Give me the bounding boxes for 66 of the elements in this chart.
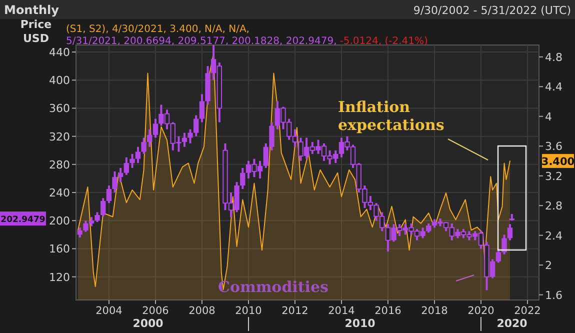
candlestick xyxy=(502,234,507,256)
x-tick-label: 2014 xyxy=(328,305,356,317)
candlestick xyxy=(118,166,124,183)
candlestick xyxy=(77,226,82,238)
y2-tick-label: 4 xyxy=(545,110,552,124)
candlestick xyxy=(426,222,432,234)
candlestick xyxy=(496,248,501,264)
y2-tick-label: 4.8 xyxy=(545,50,562,64)
x-tick-label: 2008 xyxy=(188,305,216,317)
y-axis-title: Price USD xyxy=(20,18,52,45)
y-tick-label: 320 xyxy=(49,130,70,144)
candlestick xyxy=(263,142,268,169)
x-tick-label: 2012 xyxy=(282,305,308,317)
annotation: Commodities xyxy=(218,278,328,296)
y2-tick-label: 2 xyxy=(545,259,552,272)
x-tick-label: 2018 xyxy=(421,305,448,317)
y2-tick-label: 4.4 xyxy=(545,80,562,94)
chart-title: Monthly xyxy=(4,3,60,17)
text: 2010 xyxy=(344,317,376,330)
annotation: -5.0124, (-2.41%) xyxy=(340,36,428,47)
candlestick xyxy=(147,128,152,148)
x-tick-label: 2006 xyxy=(142,305,170,317)
annotation: 5/31/2021, 200.6694, 209.5177, 200.1828, 202.9479, xyxy=(66,36,337,47)
text: 202.9479 xyxy=(0,215,46,226)
candlestick xyxy=(182,132,188,148)
candlestick xyxy=(88,216,94,228)
candlestick xyxy=(112,170,118,194)
x-tick-label: 2022 xyxy=(514,305,541,317)
y2-tick-label: 1.6 xyxy=(545,288,562,302)
candlestick xyxy=(194,114,199,138)
y-tick-label: 120 xyxy=(49,270,70,284)
y2-tick-label: 2.8 xyxy=(545,200,562,213)
text: 3.400 xyxy=(541,156,575,168)
x-tick-label: 2016 xyxy=(374,305,402,317)
y-tick-label: 160 xyxy=(49,242,70,256)
candlestick xyxy=(269,121,274,152)
candlestick xyxy=(124,156,130,176)
y2-tick-label: 3.2 xyxy=(545,170,562,183)
x-tick-label: 2010 xyxy=(235,305,262,317)
text: 2000 xyxy=(132,317,164,330)
y-tick-label: 400 xyxy=(49,74,70,88)
y2-tick-label: 2.4 xyxy=(545,229,562,242)
x-tick-label: 2020 xyxy=(468,305,494,317)
candlestick xyxy=(199,93,205,124)
y-tick-label: 240 xyxy=(49,186,70,200)
annotation: Inflation expectations xyxy=(338,98,444,134)
y-tick-label: 200 xyxy=(49,214,70,228)
candlestick xyxy=(152,118,158,139)
candlestick xyxy=(188,128,193,144)
candlestick xyxy=(507,223,513,242)
candlestick xyxy=(141,136,146,155)
candlestick xyxy=(130,152,135,169)
y2-tick-label: 3.6 xyxy=(545,140,562,154)
candlestick xyxy=(106,184,112,204)
y-tick-label: 280 xyxy=(49,158,70,172)
y-tick-label: 360 xyxy=(49,102,70,116)
candlestick xyxy=(100,197,106,218)
text: (S1, S2), 4/30/2021, 3.400, N/A, N/A, xyxy=(66,24,250,35)
candlestick xyxy=(83,220,88,233)
y-tick-label: 440 xyxy=(49,46,70,60)
chart-subtitle: 9/30/2002 - 5/31/2022 (UTC) xyxy=(413,4,571,17)
candlestick xyxy=(135,146,141,164)
text: 2020 xyxy=(496,317,528,330)
candlestick xyxy=(94,211,100,224)
x-tick-label: 2004 xyxy=(96,305,123,317)
candlestick xyxy=(240,166,246,190)
